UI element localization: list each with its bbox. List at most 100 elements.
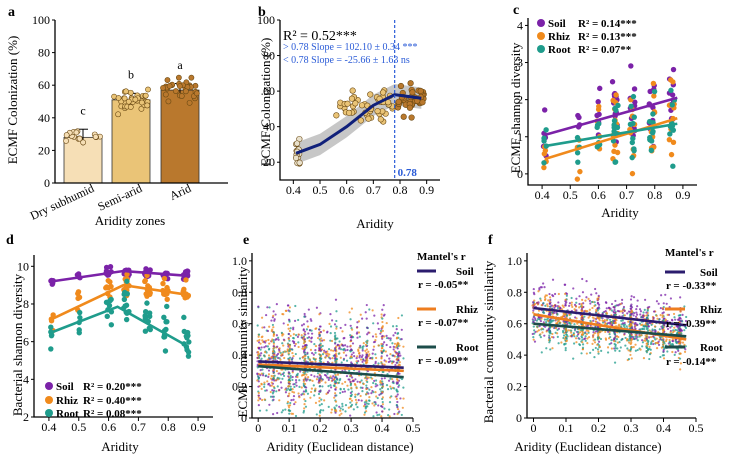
data-point — [641, 327, 644, 330]
data-point — [350, 348, 353, 352]
data-point — [264, 389, 267, 392]
data-point — [361, 386, 364, 389]
data-point — [379, 329, 383, 332]
data-point — [335, 325, 338, 328]
data-point — [550, 320, 553, 323]
data-point — [631, 321, 634, 324]
data-point — [350, 390, 354, 393]
data-point — [391, 378, 394, 381]
data-point — [580, 352, 583, 355]
panel-a: a ECMF Colonization (%) 0 20 40 60 80 10… — [5, 5, 228, 228]
data-point — [283, 350, 286, 353]
data-point — [334, 342, 337, 345]
data-point — [667, 131, 673, 137]
data-point — [358, 351, 361, 355]
data-point — [264, 339, 268, 342]
data-point — [288, 348, 292, 351]
data-point — [108, 296, 114, 303]
data-point — [342, 348, 345, 351]
data-point — [310, 337, 313, 340]
data-point — [386, 387, 390, 391]
data-point — [258, 409, 262, 412]
panel-f-yticks: 0 0.2 0.4 0.6 0.8 1.0 — [507, 254, 527, 425]
data-point — [166, 83, 173, 89]
data-point — [613, 337, 616, 341]
panel-e-xtick: 0.1 — [282, 421, 297, 435]
data-point — [576, 114, 582, 121]
panel-f-xtick: 0 — [531, 421, 537, 435]
data-point — [618, 349, 621, 353]
data-point — [259, 374, 262, 377]
data-point — [575, 159, 581, 165]
data-point — [310, 390, 313, 394]
data-point — [654, 338, 657, 341]
data-point — [662, 343, 665, 346]
data-point — [367, 350, 370, 353]
data-point — [260, 357, 263, 360]
data-point — [280, 411, 283, 414]
data-point — [283, 356, 286, 360]
data-point — [615, 335, 619, 338]
data-point — [294, 342, 297, 346]
data-point — [575, 297, 578, 300]
data-point — [326, 360, 329, 364]
panel-e-ytick: 0.4 — [232, 348, 247, 362]
data-point — [678, 342, 681, 345]
data-point — [267, 338, 270, 342]
data-point — [585, 280, 588, 283]
data-point — [634, 349, 637, 352]
data-point — [138, 105, 145, 112]
legend-stat: r = -0.07** — [418, 317, 469, 329]
data-point — [597, 350, 600, 353]
data-point — [629, 154, 635, 161]
data-point — [396, 393, 399, 396]
data-point — [334, 359, 337, 362]
data-point — [622, 305, 626, 309]
data-point — [533, 340, 537, 343]
data-point — [361, 349, 364, 352]
data-point — [263, 398, 266, 401]
data-point — [613, 306, 616, 309]
data-point — [344, 323, 347, 326]
data-point — [604, 322, 607, 325]
data-point — [142, 315, 149, 322]
data-point — [272, 331, 275, 334]
panel-f-plot — [526, 253, 696, 419]
legend-label: Rhiz — [456, 304, 478, 316]
data-point — [609, 79, 616, 85]
data-point — [333, 354, 336, 357]
data-point — [548, 339, 552, 342]
data-point — [394, 351, 398, 354]
data-point — [309, 348, 313, 351]
data-point — [557, 292, 560, 296]
data-point — [532, 325, 535, 328]
data-point — [372, 348, 375, 351]
data-point — [614, 299, 617, 303]
data-point — [392, 345, 395, 348]
data-point — [257, 404, 260, 407]
data-point — [603, 319, 606, 322]
data-point — [549, 348, 552, 351]
data-point — [302, 390, 305, 393]
data-point — [277, 336, 280, 339]
data-point — [542, 301, 545, 305]
data-point — [645, 349, 648, 353]
data-point — [257, 335, 260, 338]
panel-c-ytick: 0 — [517, 167, 523, 181]
panel-a-yticks: 0 20 40 60 80 100 — [32, 13, 50, 190]
data-point — [563, 343, 566, 346]
legend-stat: r = -0.14** — [666, 356, 717, 368]
panel-f-ytick: 0 — [516, 411, 522, 425]
data-point — [183, 277, 189, 283]
data-point — [329, 339, 332, 342]
data-point — [683, 350, 687, 353]
data-point — [587, 335, 591, 339]
data-point — [318, 373, 321, 376]
fit-line-soil — [544, 96, 678, 137]
fit-line-root — [544, 122, 678, 148]
panel-d-xtick: 0.4 — [41, 420, 56, 434]
data-point — [550, 304, 553, 307]
data-point — [354, 403, 358, 406]
data-point — [584, 335, 587, 338]
data-point — [596, 348, 600, 351]
